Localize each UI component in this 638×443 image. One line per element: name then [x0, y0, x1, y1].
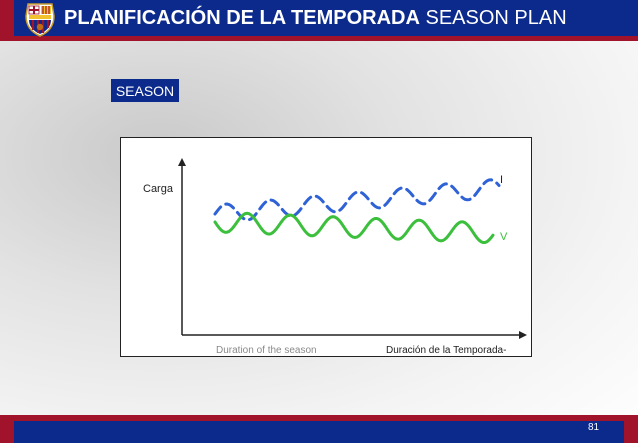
footer-stripe: [0, 415, 638, 421]
page-title-regular: SEASON PLAN: [419, 7, 567, 29]
footer-right-corner: [624, 415, 638, 443]
season-label: SEASON: [115, 82, 175, 99]
series-i-line: [213, 178, 501, 222]
x-axis-label-english: Duration of the season: [216, 345, 317, 356]
header-left-stripe: [0, 0, 14, 41]
load-diagram-svg: Carga I V Duration of the season Duració…: [143, 158, 527, 356]
footer-left-corner: [0, 415, 14, 443]
header-stripe: [0, 36, 638, 41]
header-bar: [0, 0, 638, 36]
series-v-line: [213, 211, 495, 244]
series-i-label: I: [500, 174, 503, 186]
season-label-box: SEASON: [111, 79, 179, 102]
fcb-crest-icon: [25, 3, 55, 37]
page-title-bold: PLANIFICACIÓN DE LA TEMPORADA: [64, 7, 420, 29]
footer-bar: [0, 421, 638, 443]
y-axis-label: Carga: [143, 183, 174, 195]
page-number: 81: [588, 422, 600, 433]
load-diagram: Carga I V Duration of the season Duració…: [120, 137, 532, 357]
x-axis-label-spanish: Duración de la Temporada-: [386, 345, 506, 356]
page-title: PLANIFICACIÓN DE LA TEMPORADA SEASON PLA…: [64, 7, 567, 30]
series-v-label: V: [500, 231, 508, 243]
x-axis-arrow-icon: [519, 331, 527, 339]
y-axis-arrow-icon: [178, 158, 186, 166]
